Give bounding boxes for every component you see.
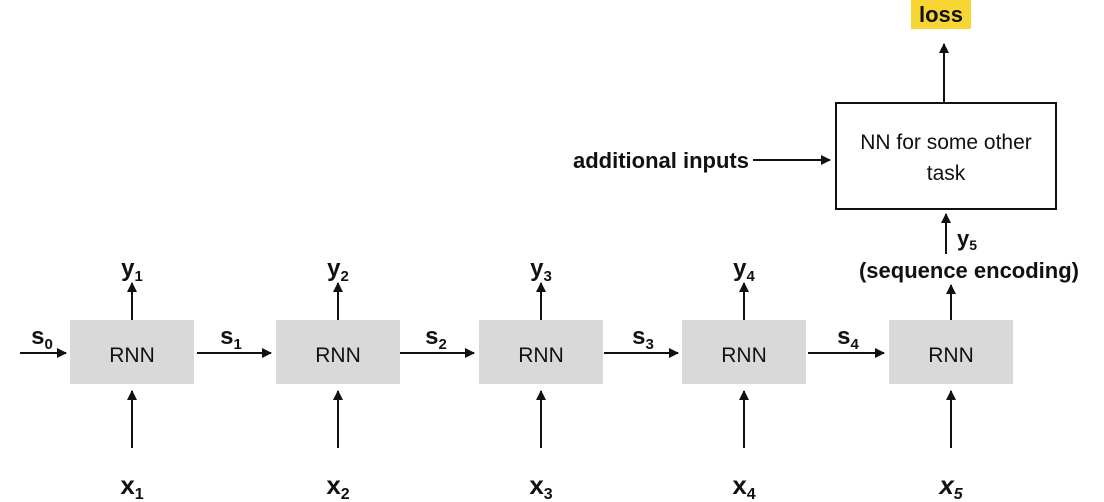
input-label-5: x5 — [937, 470, 963, 502]
input-label-4: x4 — [732, 470, 755, 502]
rnn-cell-label: RNN — [109, 344, 155, 367]
rnn-cell-3 — [479, 320, 603, 384]
final-output-sub: 5 — [969, 237, 977, 253]
rnn-cell-2 — [276, 320, 400, 384]
state-label-1-name: s — [220, 323, 233, 350]
input-label-3-name: x — [529, 470, 544, 500]
input-label-5-name: x — [937, 470, 955, 500]
output-label-1: y1 — [121, 255, 143, 285]
state-label-3-name: s — [632, 323, 645, 350]
state-label-1: s1 — [220, 323, 242, 353]
state-label-4: s4 — [837, 323, 859, 353]
state-label-2: s2 — [425, 323, 447, 353]
output-label-4-name: y — [733, 255, 747, 282]
loss-label: loss — [919, 2, 963, 27]
output-label-1-sub: 1 — [135, 268, 143, 285]
rnn-cell-4 — [682, 320, 806, 384]
input-label-2-sub: 2 — [341, 486, 350, 502]
task-network-label-line1: NN for some other — [860, 131, 1032, 154]
output-label-3-name: y — [530, 255, 544, 282]
state-label-4-name: s — [837, 323, 850, 350]
final-output-label: y5 — [957, 226, 977, 253]
input-label-5-sub: 5 — [954, 486, 964, 502]
input-label-4-sub: 4 — [747, 486, 756, 502]
output-label-2: y2 — [327, 255, 349, 285]
state-label-4-sub: 4 — [851, 336, 860, 353]
output-label-3-sub: 3 — [544, 268, 552, 285]
state-label-2-name: s — [425, 323, 438, 350]
task-network-box — [835, 102, 1057, 210]
state-label-2-sub: 2 — [439, 336, 447, 353]
task-network-label-line2: task — [927, 162, 966, 185]
state-label-1-sub: 1 — [234, 336, 242, 353]
rnn-cell-label: RNN — [518, 344, 564, 367]
additional-inputs-label: additional inputs — [573, 148, 749, 173]
input-label-1: x1 — [120, 470, 143, 502]
rnn-cell-1 — [70, 320, 194, 384]
state-label-3-sub: 3 — [646, 336, 654, 353]
sequence-encoding-caption: (sequence encoding) — [859, 258, 1079, 283]
output-label-4-sub: 4 — [747, 268, 756, 285]
output-label-3: y3 — [530, 255, 552, 285]
input-label-1-sub: 1 — [135, 486, 144, 502]
output-label-4: y4 — [733, 255, 755, 285]
input-label-2: x2 — [326, 470, 349, 502]
state-label-0: s0 — [31, 323, 53, 353]
input-label-2-name: x — [326, 470, 341, 500]
rnn-cell-label: RNN — [928, 344, 974, 367]
loss-highlight — [911, 0, 971, 29]
output-label-2-name: y — [327, 255, 341, 282]
input-label-3: x3 — [529, 470, 552, 502]
rnn-cell-5 — [889, 320, 1013, 384]
rnn-cell-label: RNN — [315, 344, 361, 367]
output-label-1-name: y — [121, 255, 135, 282]
state-label-0-name: s — [31, 323, 44, 350]
input-label-4-name: x — [732, 470, 747, 500]
state-label-0-sub: 0 — [45, 336, 53, 353]
input-label-1-name: x — [120, 470, 135, 500]
final-output-name: y — [957, 226, 970, 251]
input-label-3-sub: 3 — [544, 486, 553, 502]
output-label-2-sub: 2 — [341, 268, 349, 285]
rnn-cell-label: RNN — [721, 344, 767, 367]
state-label-3: s3 — [632, 323, 654, 353]
